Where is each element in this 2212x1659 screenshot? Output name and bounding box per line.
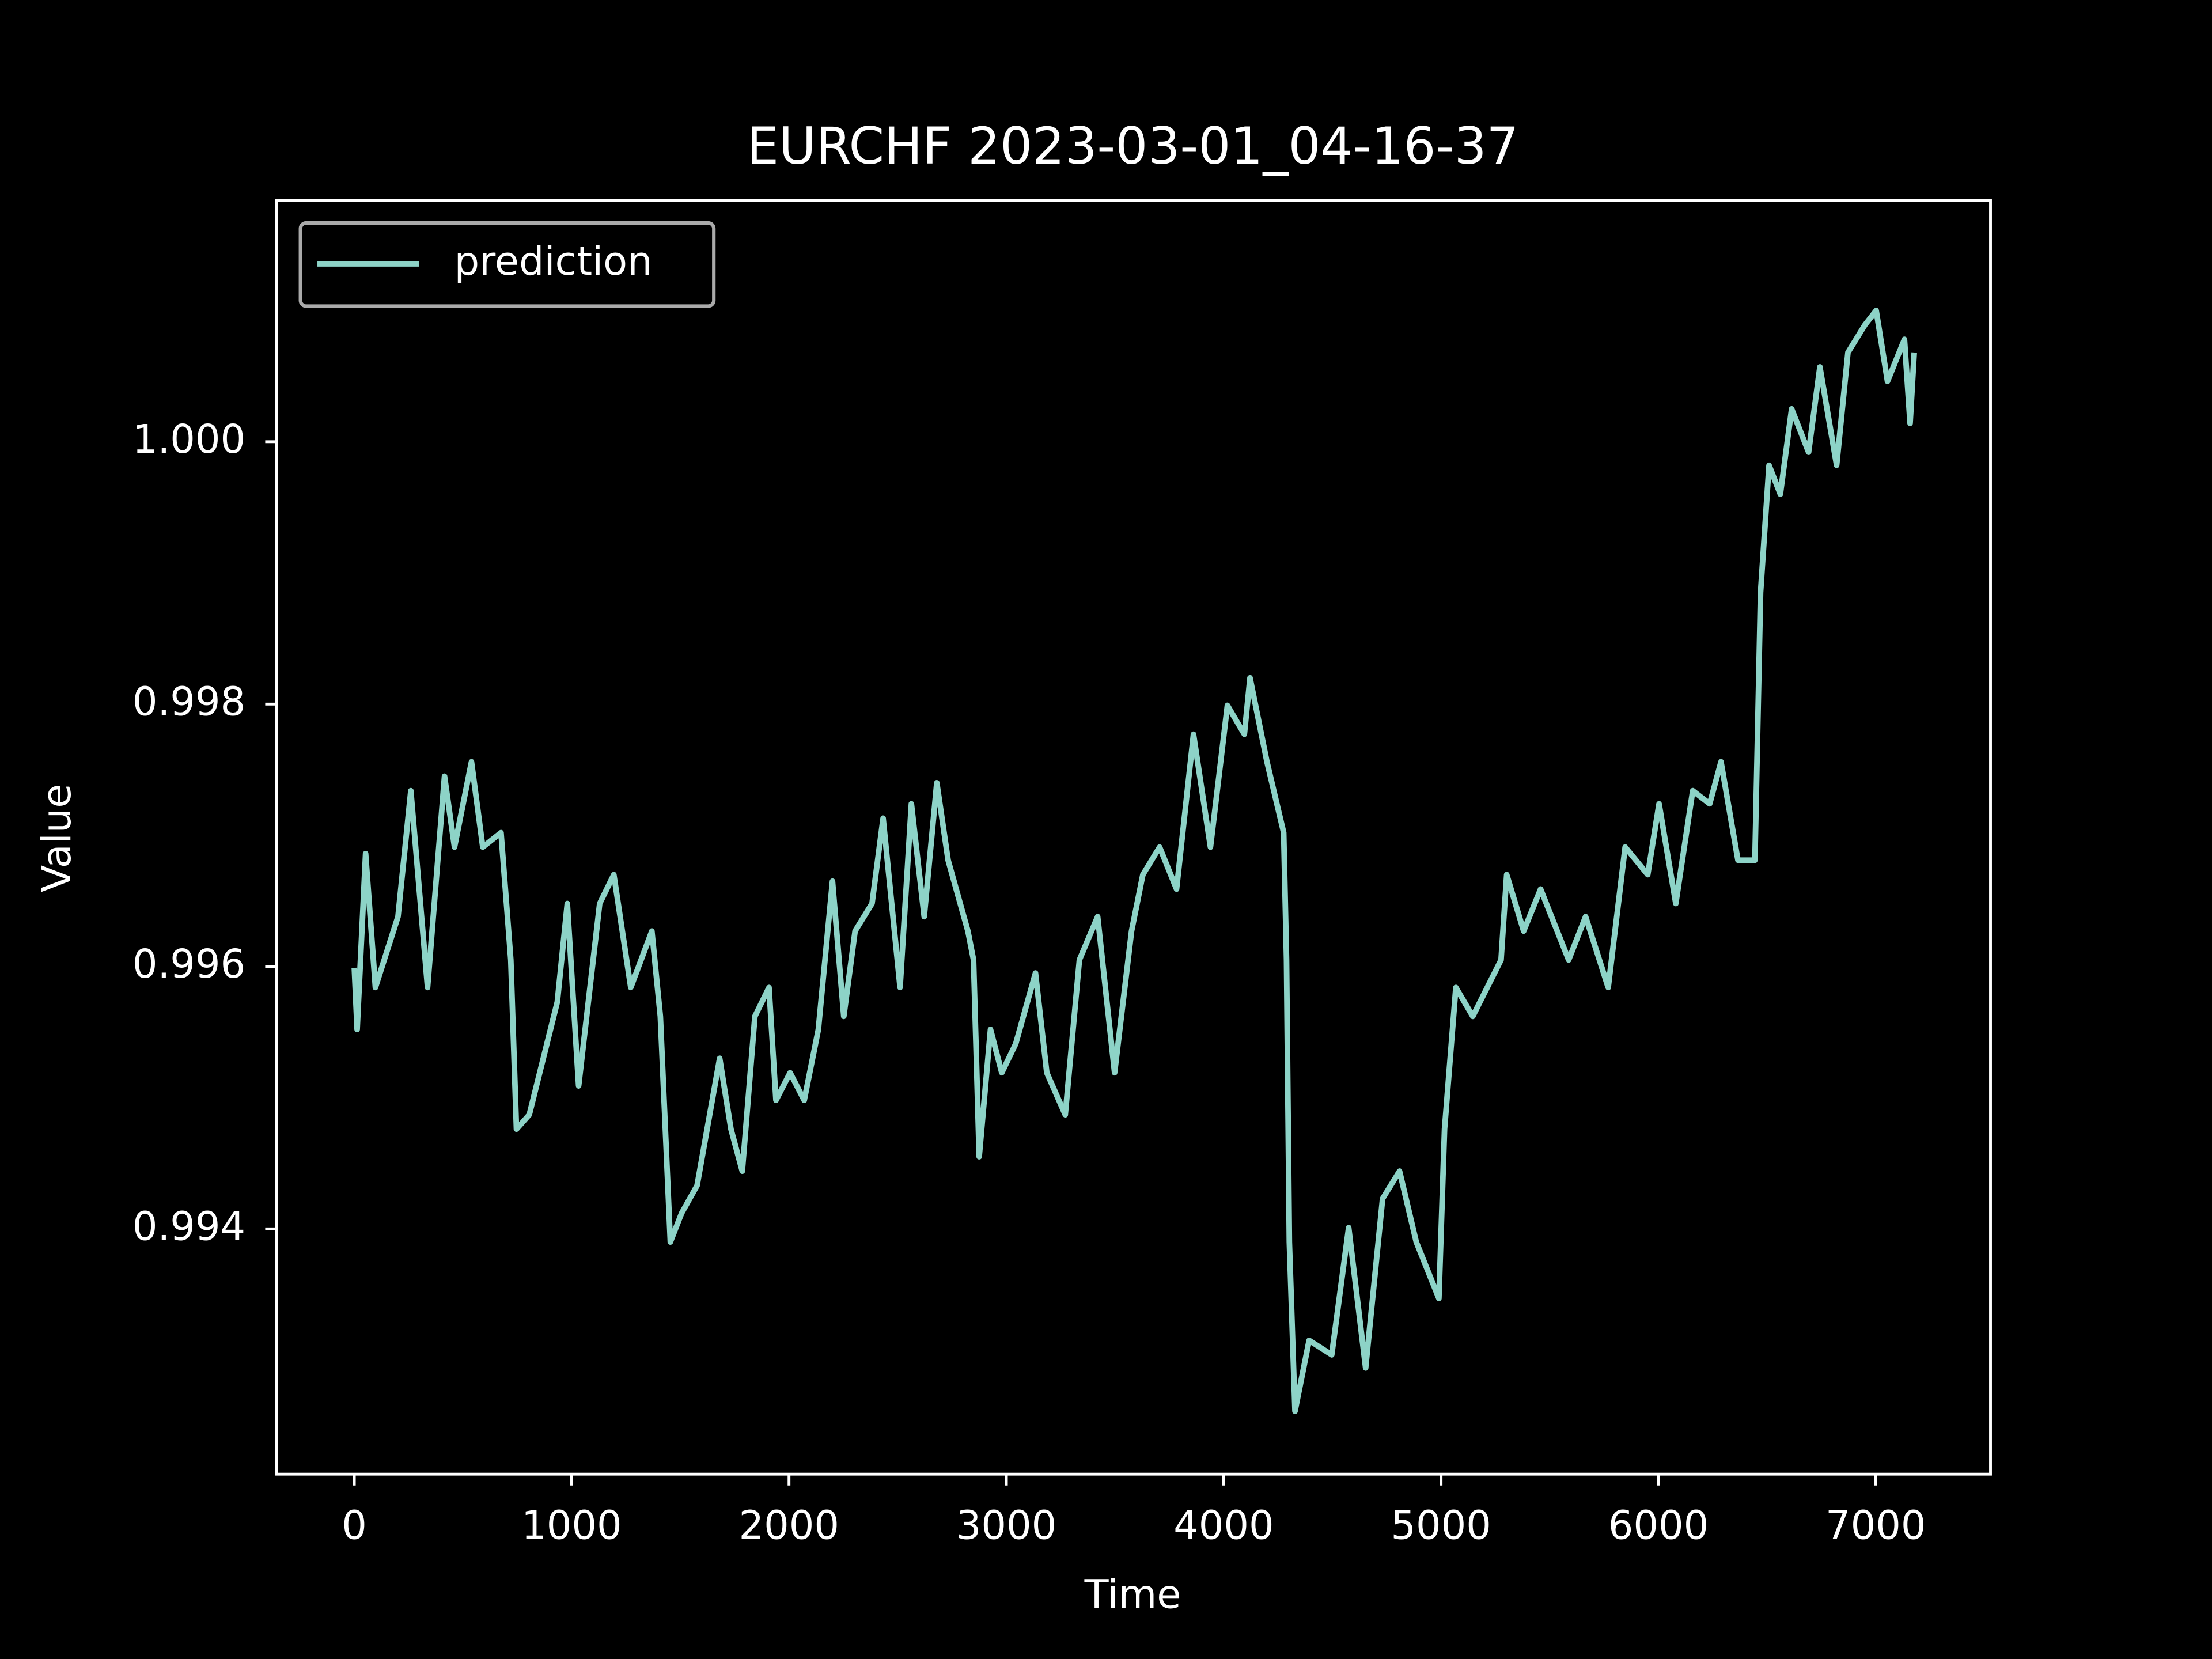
x-tick-label: 7000: [1825, 1502, 1926, 1548]
y-tick-label: 0.996: [132, 941, 245, 987]
y-tick-label: 0.994: [132, 1203, 245, 1249]
x-tick-label: 0: [342, 1502, 367, 1548]
legend-box: [298, 221, 716, 308]
x-tick-label: 3000: [956, 1502, 1056, 1548]
data-line: [351, 308, 1917, 1414]
y-tick-label: 1.000: [132, 416, 245, 463]
legend-label: prediction: [454, 238, 653, 285]
x-axis-label: Time: [1084, 1571, 1181, 1618]
plot-frame: [275, 199, 1992, 1476]
chart-title: EURCHF 2023-03-01_04-16-37: [747, 116, 1518, 176]
x-tick-label: 5000: [1391, 1502, 1491, 1548]
x-tick-label: 1000: [521, 1502, 622, 1548]
x-tick-label: 2000: [738, 1502, 839, 1548]
x-tick-label: 4000: [1173, 1502, 1274, 1548]
x-tick-label: 6000: [1608, 1502, 1709, 1548]
y-tick-label: 0.998: [132, 679, 245, 725]
y-axis-label: Value: [34, 784, 80, 892]
